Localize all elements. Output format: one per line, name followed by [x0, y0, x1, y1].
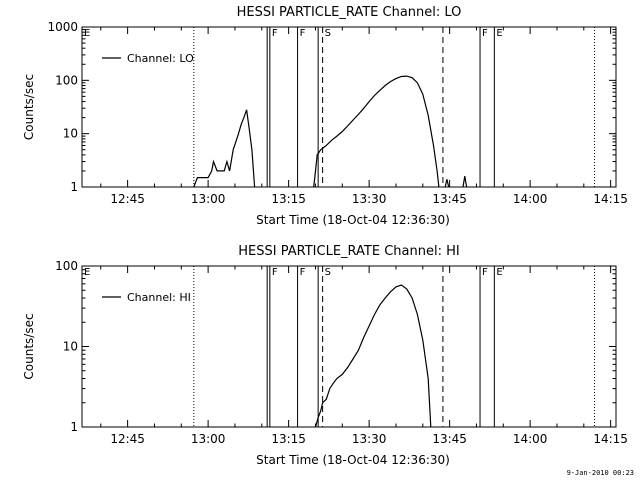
- x-tick-label: 13:30: [352, 192, 387, 206]
- event-marker-label: F: [300, 267, 306, 278]
- x-tick-label: 13:45: [432, 432, 467, 446]
- event-marker-label: F: [300, 28, 306, 39]
- x-tick-label: 12:45: [110, 192, 145, 206]
- series-line: [444, 179, 450, 188]
- x-tick-label: 13:30: [352, 432, 387, 446]
- chart-title: HESSI PARTICLE_RATE Channel: LO: [237, 5, 462, 20]
- y-axis-label: Counts/sec: [22, 74, 36, 140]
- legend-label: Channel: HI: [127, 291, 191, 304]
- chart-panel-1: HESSI PARTICLE_RATE Channel: LO Counts/se…: [22, 5, 628, 227]
- event-marker-label: S: [325, 28, 331, 39]
- x-tick-label: 14:15: [593, 192, 628, 206]
- event-marker-label: E: [496, 28, 502, 39]
- series-line: [314, 284, 432, 428]
- x-tick-label: 13:45: [432, 192, 467, 206]
- x-axis-label: Start Time (18-Oct-04 12:36:30): [256, 453, 450, 467]
- y-tick-label: 10: [63, 127, 78, 141]
- chart-title: HESSI PARTICLE_RATE Channel: HI: [238, 244, 459, 259]
- chart-panel-2: HESSI PARTICLE_RATE Channel: HI Counts/se…: [22, 244, 628, 467]
- x-tick-label: 13:15: [271, 432, 306, 446]
- x-tick-label: 12:45: [110, 432, 145, 446]
- y-tick-label: 100: [55, 73, 78, 87]
- y-tick-label: 1000: [47, 20, 78, 34]
- event-marker-label: F: [272, 267, 278, 278]
- x-tick-label: 13:15: [271, 192, 306, 206]
- event-marker-label: E: [496, 267, 502, 278]
- y-tick-label: 1: [70, 180, 78, 194]
- legend-label: Channel: LO: [127, 52, 194, 65]
- x-axis-label: Start Time (18-Oct-04 12:36:30): [256, 213, 450, 227]
- event-marker-label: E: [84, 267, 90, 278]
- y-tick-label: 1: [70, 420, 78, 434]
- event-marker-label: E: [84, 28, 90, 39]
- event-marker-label: S: [325, 267, 331, 278]
- x-tick-label: 14:00: [513, 192, 548, 206]
- x-tick-label: 14:15: [593, 432, 628, 446]
- x-tick-label: 13:00: [191, 192, 226, 206]
- plot-frame: [81, 26, 617, 188]
- footer-timestamp: 9-Jan-2010 00:23: [566, 469, 634, 477]
- y-tick-label: 10: [63, 340, 78, 354]
- series-line: [462, 176, 468, 188]
- series-line: [193, 109, 256, 188]
- series-line: [313, 75, 440, 188]
- y-axis-label: Counts/sec: [22, 313, 36, 379]
- event-marker-label: F: [482, 267, 488, 278]
- x-tick-label: 14:00: [513, 432, 548, 446]
- event-marker-label: F: [482, 28, 488, 39]
- y-tick-label: 100: [55, 259, 78, 273]
- x-tick-label: 13:00: [191, 432, 226, 446]
- event-marker-label: F: [272, 28, 278, 39]
